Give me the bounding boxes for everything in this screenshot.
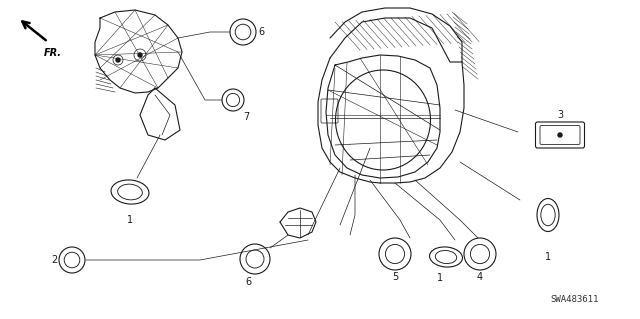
Text: 1: 1 — [437, 273, 443, 283]
Text: FR.: FR. — [44, 48, 62, 58]
Text: 3: 3 — [557, 110, 563, 120]
Circle shape — [138, 53, 142, 57]
Circle shape — [116, 58, 120, 62]
Text: 1: 1 — [545, 252, 551, 262]
Text: 2: 2 — [52, 255, 58, 265]
Text: SWA483611: SWA483611 — [551, 295, 599, 305]
Text: 4: 4 — [477, 272, 483, 282]
Text: 6: 6 — [258, 27, 264, 37]
Text: 5: 5 — [392, 272, 398, 282]
Circle shape — [558, 133, 562, 137]
Text: 1: 1 — [127, 215, 133, 225]
Text: 6: 6 — [245, 277, 251, 287]
Text: 7: 7 — [243, 112, 249, 122]
